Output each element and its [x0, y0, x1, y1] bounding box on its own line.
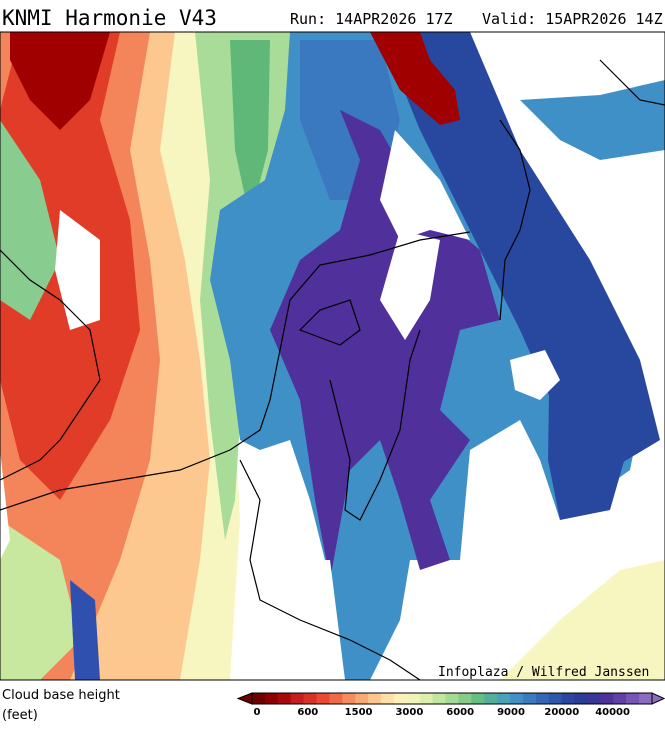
colorbar-bin: [600, 693, 614, 704]
colorbar-bin: [484, 693, 498, 704]
colorbar-tick-label: 9000: [497, 707, 525, 718]
colorbar-tick-label: 40000: [595, 707, 630, 718]
colorbar-tick-label: 6000: [446, 707, 474, 718]
colorbar-bin: [522, 693, 537, 704]
legend: Cloud base height (feet) 0 600 1500 3000 600…: [2, 688, 665, 723]
colorbar-bin: [432, 693, 447, 704]
colorbar-bin: [368, 693, 382, 704]
colorbar-bin: [329, 693, 343, 704]
colorbar-arrow: [651, 692, 665, 705]
colorbar-tick-label: 600: [297, 707, 318, 718]
colorbar-bin: [342, 693, 356, 704]
legend-title: Cloud base height: [2, 688, 120, 703]
colorbar-bin: [574, 693, 588, 704]
colorbar-bin: [458, 693, 472, 704]
colorbar-bin: [303, 693, 318, 704]
colorbar-bin: [355, 693, 369, 704]
colorbar-arrow: [236, 692, 253, 705]
colorbar-bin: [639, 693, 653, 704]
colorbar-bin: [626, 693, 640, 704]
colorbar-bin: [419, 693, 434, 704]
credit: Infoplaza / Wilfred Janssen: [438, 665, 649, 680]
valid-time: Valid: 15APR2026 14Z: [482, 10, 663, 28]
legend-unit: (feet): [2, 708, 38, 723]
colorbar-tick-label: 20000: [544, 707, 579, 718]
colorbar-bin: [471, 693, 485, 704]
colorbar-tick-label: 1500: [345, 707, 373, 718]
run-time: Run: 14APR2026 17Z: [290, 10, 453, 28]
colorbar-bin: [587, 693, 601, 704]
colorbar-bin: [613, 693, 627, 704]
colorbar-bin: [393, 693, 408, 704]
colorbar-bin: [561, 693, 576, 704]
colorbar-bin: [510, 693, 524, 704]
colorbar-bin: [445, 693, 459, 704]
colorbar-bin: [264, 693, 279, 704]
colorbar-bin: [497, 693, 511, 704]
colorbar-bin: [548, 693, 563, 704]
colorbar-bin: [381, 693, 395, 704]
colorbar-bin: [252, 693, 266, 704]
map: Infoplaza / Wilfred Janssen: [0, 31, 665, 681]
colorbar-bin: [316, 693, 330, 704]
title: KNMI Harmonie V43: [2, 6, 217, 30]
colorbar-bin: [406, 693, 421, 704]
colorbar-frame: [251, 692, 653, 705]
colorbar-bin: [277, 693, 292, 704]
colorbar-bin: [290, 693, 305, 704]
colorbar-tick-label: 0: [254, 707, 261, 718]
colorbar-bin: [535, 693, 550, 704]
colorbar-tick-label: 3000: [395, 707, 423, 718]
